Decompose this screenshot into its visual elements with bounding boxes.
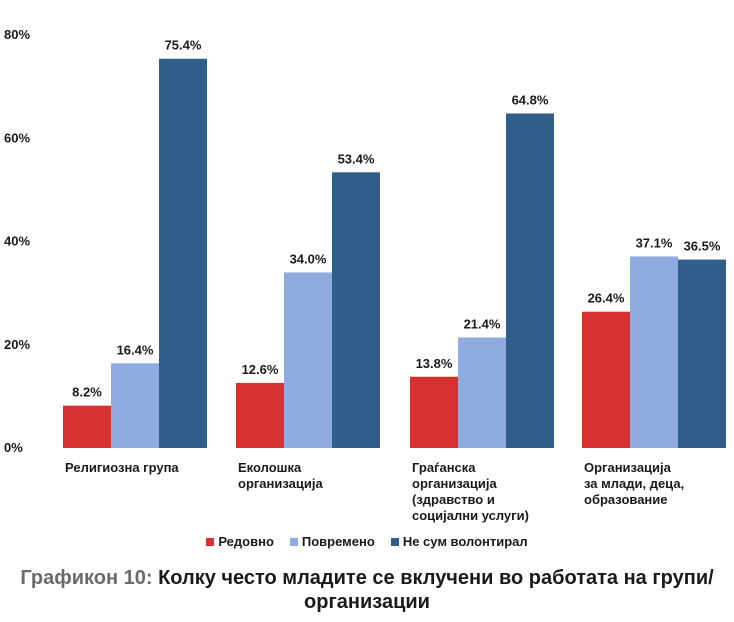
y-tick-label: 20%: [4, 337, 30, 352]
data-label: 75.4%: [165, 38, 202, 53]
caption-prefix: Графикон 10:: [20, 567, 153, 589]
category-label: социјални услуги): [412, 508, 529, 523]
legend-label-ne-sum: Не сум волонтирал: [402, 534, 528, 549]
bar-chart: 0% 20% 40% 60% 80% 8.2% 12.6% 13.8% 26.4% 16.4% 34…: [4, 27, 726, 523]
bar: [410, 376, 458, 448]
bar: [506, 113, 554, 448]
chart-legend: Редовно Повремено Не сум волонтирал: [0, 534, 734, 549]
data-label: 16.4%: [117, 342, 154, 357]
y-tick-label: 40%: [4, 234, 30, 249]
data-label: 64.8%: [512, 92, 549, 107]
y-tick-label: 80%: [4, 27, 30, 42]
legend-swatch-ne-sum: [390, 537, 399, 546]
legend-item-redovno: Редовно: [206, 534, 274, 549]
category-label: Организација: [584, 460, 672, 475]
category-label: Религиозна група: [65, 460, 179, 475]
data-label: 13.8%: [416, 356, 453, 371]
legend-item-povremeno: Повремено: [289, 534, 375, 549]
chart-caption: Графикон 10: Колку често младите се вклу…: [0, 566, 734, 614]
category-label: организација: [412, 476, 497, 491]
data-label: 37.1%: [636, 235, 673, 250]
data-label: 21.4%: [464, 317, 501, 332]
data-label: 36.5%: [684, 239, 721, 254]
legend-label-redovno: Редовно: [218, 534, 274, 549]
bar: [332, 172, 380, 448]
legend-label-povremeno: Повремено: [301, 534, 375, 549]
y-tick-label: 0%: [4, 440, 23, 455]
data-label: 26.4%: [588, 291, 625, 306]
bar: [678, 259, 726, 448]
bar: [458, 337, 506, 448]
bar: [582, 311, 630, 448]
y-tick-label: 60%: [4, 130, 30, 145]
bar: [159, 58, 207, 449]
data-label: 8.2%: [72, 385, 102, 400]
legend-swatch-redovno: [206, 537, 215, 546]
data-label: 12.6%: [242, 362, 279, 377]
caption-text: Колку често младите се вклучени во работ…: [152, 567, 714, 613]
category-label: Еколошка: [238, 460, 302, 475]
category-label: за млади, деца,: [584, 476, 684, 491]
bar: [63, 405, 111, 448]
legend-swatch-povremeno: [289, 537, 298, 546]
bar: [236, 382, 284, 448]
legend-item-ne-sum: Не сум волонтирал: [390, 534, 528, 549]
data-label: 53.4%: [338, 151, 375, 166]
bar: [111, 363, 159, 448]
category-label: организација: [238, 476, 323, 491]
data-label: 34.0%: [290, 251, 327, 266]
category-label: (здравство и: [412, 492, 495, 507]
category-label: Граѓанска: [412, 460, 476, 475]
bar: [284, 272, 332, 448]
bar: [630, 256, 678, 448]
category-label: образование: [584, 492, 668, 507]
